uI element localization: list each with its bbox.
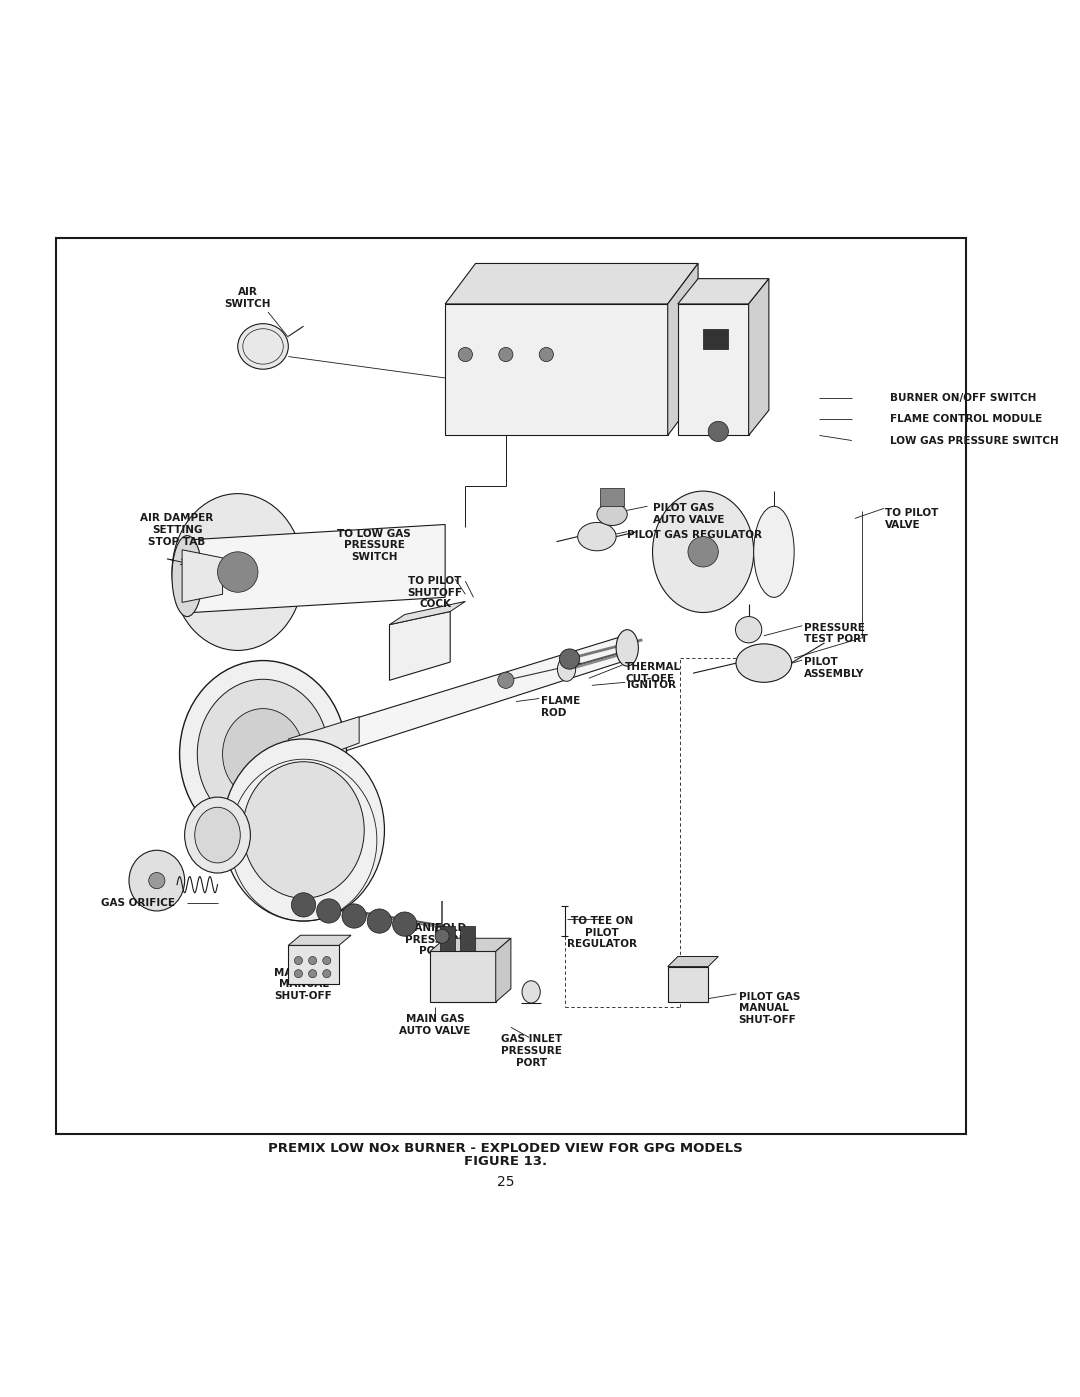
Polygon shape <box>678 278 769 305</box>
Circle shape <box>316 898 341 923</box>
Text: PREMIX LOW NOx BURNER - EXPLODED VIEW FOR GPG MODELS: PREMIX LOW NOx BURNER - EXPLODED VIEW FO… <box>269 1143 743 1155</box>
Circle shape <box>559 650 580 669</box>
Ellipse shape <box>194 807 240 863</box>
Bar <box>599 488 624 506</box>
Text: BURNER ON/OFF SWITCH: BURNER ON/OFF SWITCH <box>890 393 1037 402</box>
Circle shape <box>367 909 392 933</box>
Text: LOW GAS PRESSURE SWITCH: LOW GAS PRESSURE SWITCH <box>890 436 1059 446</box>
Ellipse shape <box>185 798 251 873</box>
Polygon shape <box>748 278 769 436</box>
Ellipse shape <box>754 506 794 598</box>
Ellipse shape <box>238 324 288 369</box>
Bar <box>288 946 339 983</box>
Text: TO TEE ON
PILOT
REGULATOR: TO TEE ON PILOT REGULATOR <box>567 916 637 949</box>
Ellipse shape <box>578 522 616 550</box>
Polygon shape <box>496 939 511 1002</box>
Polygon shape <box>390 612 450 680</box>
Text: PILOT GAS
MANUAL
SHUT-OFF: PILOT GAS MANUAL SHUT-OFF <box>739 992 800 1025</box>
Text: MAIN GAS
AUTO VALVE: MAIN GAS AUTO VALVE <box>400 1014 471 1035</box>
Text: TO PILOT
SHUTOFF
COCK: TO PILOT SHUTOFF COCK <box>407 576 462 609</box>
Ellipse shape <box>597 503 627 525</box>
Text: FLAME
ROD: FLAME ROD <box>541 697 581 718</box>
Polygon shape <box>288 634 627 770</box>
Text: PILOT GAS REGULATOR: PILOT GAS REGULATOR <box>627 529 762 539</box>
Text: TO LOW GAS
PRESSURE
SWITCH: TO LOW GAS PRESSURE SWITCH <box>337 528 411 562</box>
Text: FLAME CONTROL MODULE: FLAME CONTROL MODULE <box>890 415 1042 425</box>
Polygon shape <box>430 939 511 951</box>
Ellipse shape <box>222 708 303 799</box>
Circle shape <box>539 348 553 362</box>
Ellipse shape <box>522 981 540 1003</box>
Text: PRESSURE
TEST PORT: PRESSURE TEST PORT <box>805 623 868 644</box>
Circle shape <box>309 957 316 964</box>
Text: GAS INLET
PRESSURE
PORT: GAS INLET PRESSURE PORT <box>500 1034 562 1067</box>
Circle shape <box>499 348 513 362</box>
Text: TO PILOT
VALVE: TO PILOT VALVE <box>886 509 939 529</box>
Bar <box>440 926 456 951</box>
Polygon shape <box>288 935 351 946</box>
Ellipse shape <box>172 535 202 616</box>
Ellipse shape <box>243 761 364 898</box>
Circle shape <box>295 970 302 978</box>
Text: 25: 25 <box>497 1175 514 1189</box>
Circle shape <box>498 672 514 689</box>
Text: MAIN GAS
MANUAL
SHUT-OFF: MAIN GAS MANUAL SHUT-OFF <box>274 968 333 1000</box>
Polygon shape <box>667 957 718 967</box>
Circle shape <box>458 348 472 362</box>
Circle shape <box>295 957 302 964</box>
Ellipse shape <box>735 644 792 682</box>
Circle shape <box>323 957 330 964</box>
Ellipse shape <box>129 851 185 911</box>
Polygon shape <box>678 305 748 436</box>
Polygon shape <box>192 524 445 612</box>
Text: FIGURE 13.: FIGURE 13. <box>464 1155 548 1168</box>
Circle shape <box>435 929 449 943</box>
Ellipse shape <box>222 739 384 921</box>
Ellipse shape <box>616 630 638 666</box>
Polygon shape <box>445 264 698 305</box>
Text: PILOT
ASSEMBLY: PILOT ASSEMBLY <box>805 657 865 679</box>
Bar <box>703 330 728 349</box>
Text: MANIFOLD
PRESSURE
PORT: MANIFOLD PRESSURE PORT <box>404 923 467 957</box>
Polygon shape <box>445 305 667 436</box>
Circle shape <box>708 422 728 441</box>
Polygon shape <box>183 550 222 602</box>
Ellipse shape <box>198 679 328 828</box>
Text: PILOT GAS
AUTO VALVE: PILOT GAS AUTO VALVE <box>652 503 724 525</box>
Ellipse shape <box>179 661 347 848</box>
Circle shape <box>342 904 366 928</box>
Circle shape <box>323 970 330 978</box>
Circle shape <box>735 616 761 643</box>
Text: IGNITOR: IGNITOR <box>627 680 676 690</box>
Ellipse shape <box>172 493 303 651</box>
Polygon shape <box>390 601 465 624</box>
Ellipse shape <box>652 492 754 612</box>
Bar <box>430 951 496 1002</box>
Text: AIR
SWITCH: AIR SWITCH <box>225 288 271 309</box>
Circle shape <box>392 912 417 936</box>
Circle shape <box>292 893 315 916</box>
Polygon shape <box>288 717 360 770</box>
Ellipse shape <box>557 657 576 682</box>
Circle shape <box>149 873 165 888</box>
Text: GAS ORIFICE: GAS ORIFICE <box>102 898 175 908</box>
Text: THERMAL
CUT-OFF: THERMAL CUT-OFF <box>625 662 681 683</box>
Text: AIR DAMPER
SETTING
STOP TAB: AIR DAMPER SETTING STOP TAB <box>140 513 214 546</box>
Circle shape <box>217 552 258 592</box>
Bar <box>56 237 967 1133</box>
Circle shape <box>688 536 718 567</box>
Bar <box>667 967 708 1002</box>
Polygon shape <box>667 264 698 436</box>
Bar <box>460 926 475 951</box>
Circle shape <box>309 970 316 978</box>
